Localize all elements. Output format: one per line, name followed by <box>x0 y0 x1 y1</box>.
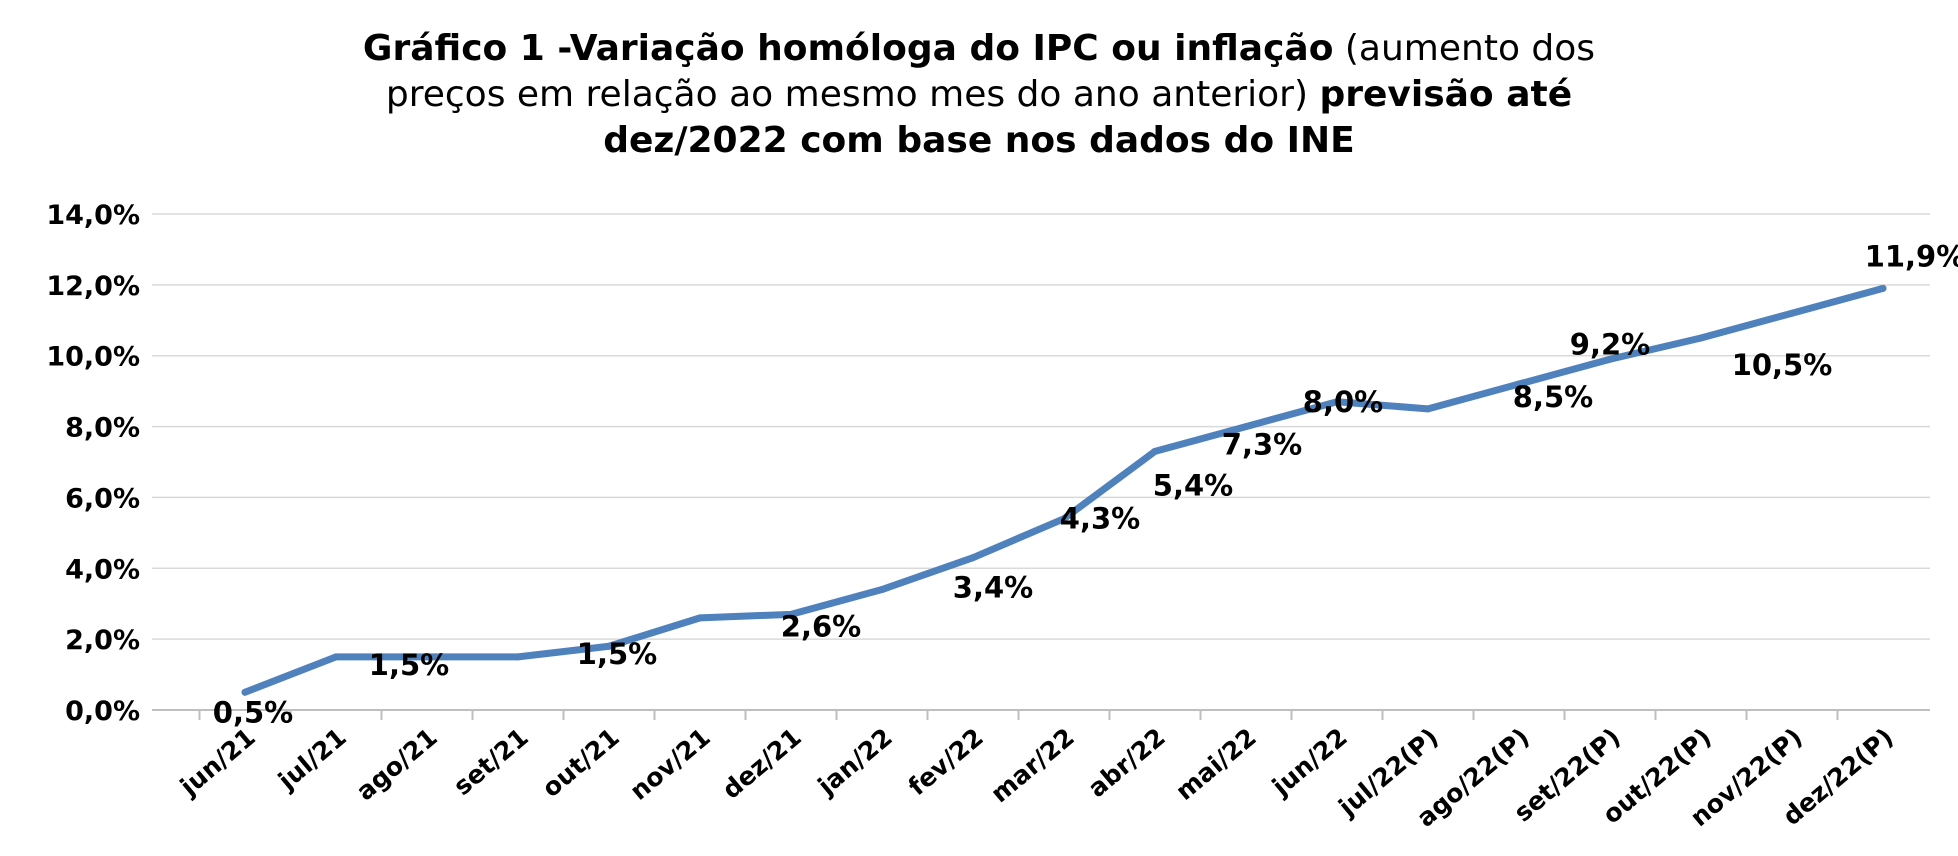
data-point <box>1697 334 1705 342</box>
data-point <box>1242 423 1250 431</box>
data-point <box>241 688 249 696</box>
title-bold-2: previsão até <box>1319 74 1573 115</box>
x-tick-label: jan/22 <box>812 722 898 801</box>
data-label: 11,9% <box>1865 239 1958 273</box>
y-tick-label: 6,0% <box>65 483 140 514</box>
x-tick-label: jun/22 <box>1266 722 1353 801</box>
x-tick-label: jun/21 <box>174 722 261 801</box>
x-tick-label: nov/21 <box>624 722 716 805</box>
x-tick-label: mai/22 <box>1170 722 1262 806</box>
data-label: 8,5% <box>1513 380 1593 414</box>
data-point <box>605 642 613 650</box>
title-normal-1: (aumento dos <box>1333 28 1596 69</box>
data-point <box>878 586 886 594</box>
data-label: 7,3% <box>1222 428 1302 462</box>
y-tick-label: 14,0% <box>46 200 140 231</box>
data-point <box>1879 284 1887 292</box>
x-tick-label: dez/21 <box>717 722 807 804</box>
x-tick-label: abr/22 <box>1082 722 1170 803</box>
data-point <box>423 653 431 661</box>
title-normal-2: preços em relação ao mesmo mes do ano an… <box>385 74 1320 115</box>
data-point <box>696 614 704 622</box>
data-point <box>514 653 522 661</box>
data-label: 4,3% <box>1060 502 1140 536</box>
data-label: 9,2% <box>1570 327 1650 361</box>
y-tick-label: 0,0% <box>65 696 140 727</box>
data-label: 5,4% <box>1153 468 1233 502</box>
data-point <box>1333 398 1341 406</box>
data-label: 3,4% <box>953 571 1033 605</box>
data-point <box>332 653 340 661</box>
data-label: 8,0% <box>1303 385 1383 419</box>
data-point <box>969 554 977 562</box>
y-tick-label: 8,0% <box>65 413 140 444</box>
data-point <box>787 610 795 618</box>
x-tick-label: jul/21 <box>272 722 352 796</box>
axes: 0,0% 2,0% 4,0% 6,0% 8,0% 10,0% 12,0% 14,0% jun/2… <box>46 200 1930 833</box>
data-point <box>1515 380 1523 388</box>
data-point <box>1151 447 1159 455</box>
data-point <box>1606 355 1614 363</box>
x-tick-label: ago/21 <box>351 722 443 806</box>
x-tick-label: set/21 <box>448 722 534 801</box>
y-tick-label: 4,0% <box>65 554 140 585</box>
series-layer <box>241 284 1887 696</box>
data-label: 10,5% <box>1732 348 1833 382</box>
data-labels: 0,5% 1,5% 1,5% 2,6% 3,4% 4,3% 5,4% 7,3%8,0% 8,5%… <box>213 239 1958 729</box>
data-point <box>1788 309 1796 317</box>
y-tick-label: 12,0% <box>46 271 140 302</box>
gridlines <box>152 213 1930 640</box>
data-label: 0,5% <box>213 695 293 729</box>
title-bold-1: Gráfico 1 -Variação homóloga do IPC ou i… <box>362 28 1334 69</box>
y-tick-label: 10,0% <box>46 342 140 373</box>
chart-title: Gráfico 1 -Variação homóloga do IPC ou i… <box>0 26 1958 164</box>
x-tick-label: out/21 <box>537 722 625 803</box>
title-bold-3: dez/2022 com base nos dados do INE <box>603 120 1355 161</box>
x-tick-label: mar/22 <box>985 722 1080 808</box>
data-label: 1,5% <box>577 637 657 671</box>
data-point <box>1060 515 1068 523</box>
data-label: 1,5% <box>369 648 449 682</box>
x-tick-label: fev/22 <box>903 722 989 801</box>
data-label: 2,6% <box>781 609 861 643</box>
data-point <box>1424 405 1432 413</box>
y-tick-label: 2,0% <box>65 625 140 656</box>
